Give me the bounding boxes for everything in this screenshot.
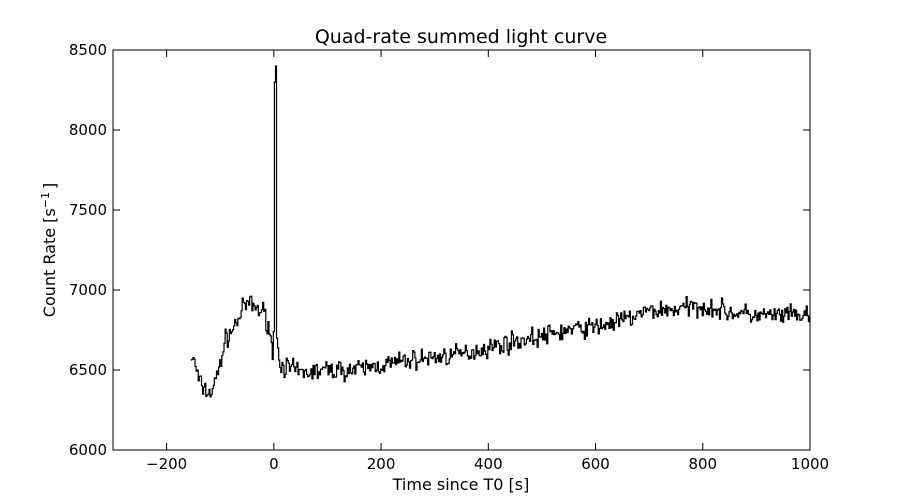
plot-frame xyxy=(112,49,811,451)
y-axis-label: Count Rate [s−1] xyxy=(39,183,59,317)
x-tick-label: 400 xyxy=(474,455,503,473)
y-axis-label-main: Count Rate [s xyxy=(40,208,59,317)
axis-ticks xyxy=(113,49,811,451)
y-tick-label: 7000 xyxy=(69,281,107,299)
series-line xyxy=(190,65,810,398)
y-tick-label: 8500 xyxy=(69,41,107,59)
x-tick-label: 800 xyxy=(688,455,717,473)
chart-title: Quad-rate summed light curve xyxy=(315,26,607,48)
y-axis-label-close: ] xyxy=(40,183,59,189)
y-tick-label: 6000 xyxy=(69,441,107,459)
x-tick-label: 600 xyxy=(581,455,610,473)
y-tick-label: 6500 xyxy=(69,361,107,379)
y-tick-label: 7500 xyxy=(69,201,107,219)
x-tick-label: 0 xyxy=(269,455,279,473)
x-tick-label: −200 xyxy=(146,455,187,473)
y-tick-label: 8000 xyxy=(69,121,107,139)
y-tick-labels: 6000 6500 7000 7500 8000 8500 xyxy=(69,41,107,459)
x-axis-label: Time since T0 [s] xyxy=(392,475,530,494)
x-tick-label: 1000 xyxy=(791,455,829,473)
y-axis-label-sup: −1 xyxy=(39,192,52,208)
x-tick-labels: −200 0 200 400 600 800 1000 xyxy=(146,455,829,473)
x-tick-label: 200 xyxy=(367,455,396,473)
